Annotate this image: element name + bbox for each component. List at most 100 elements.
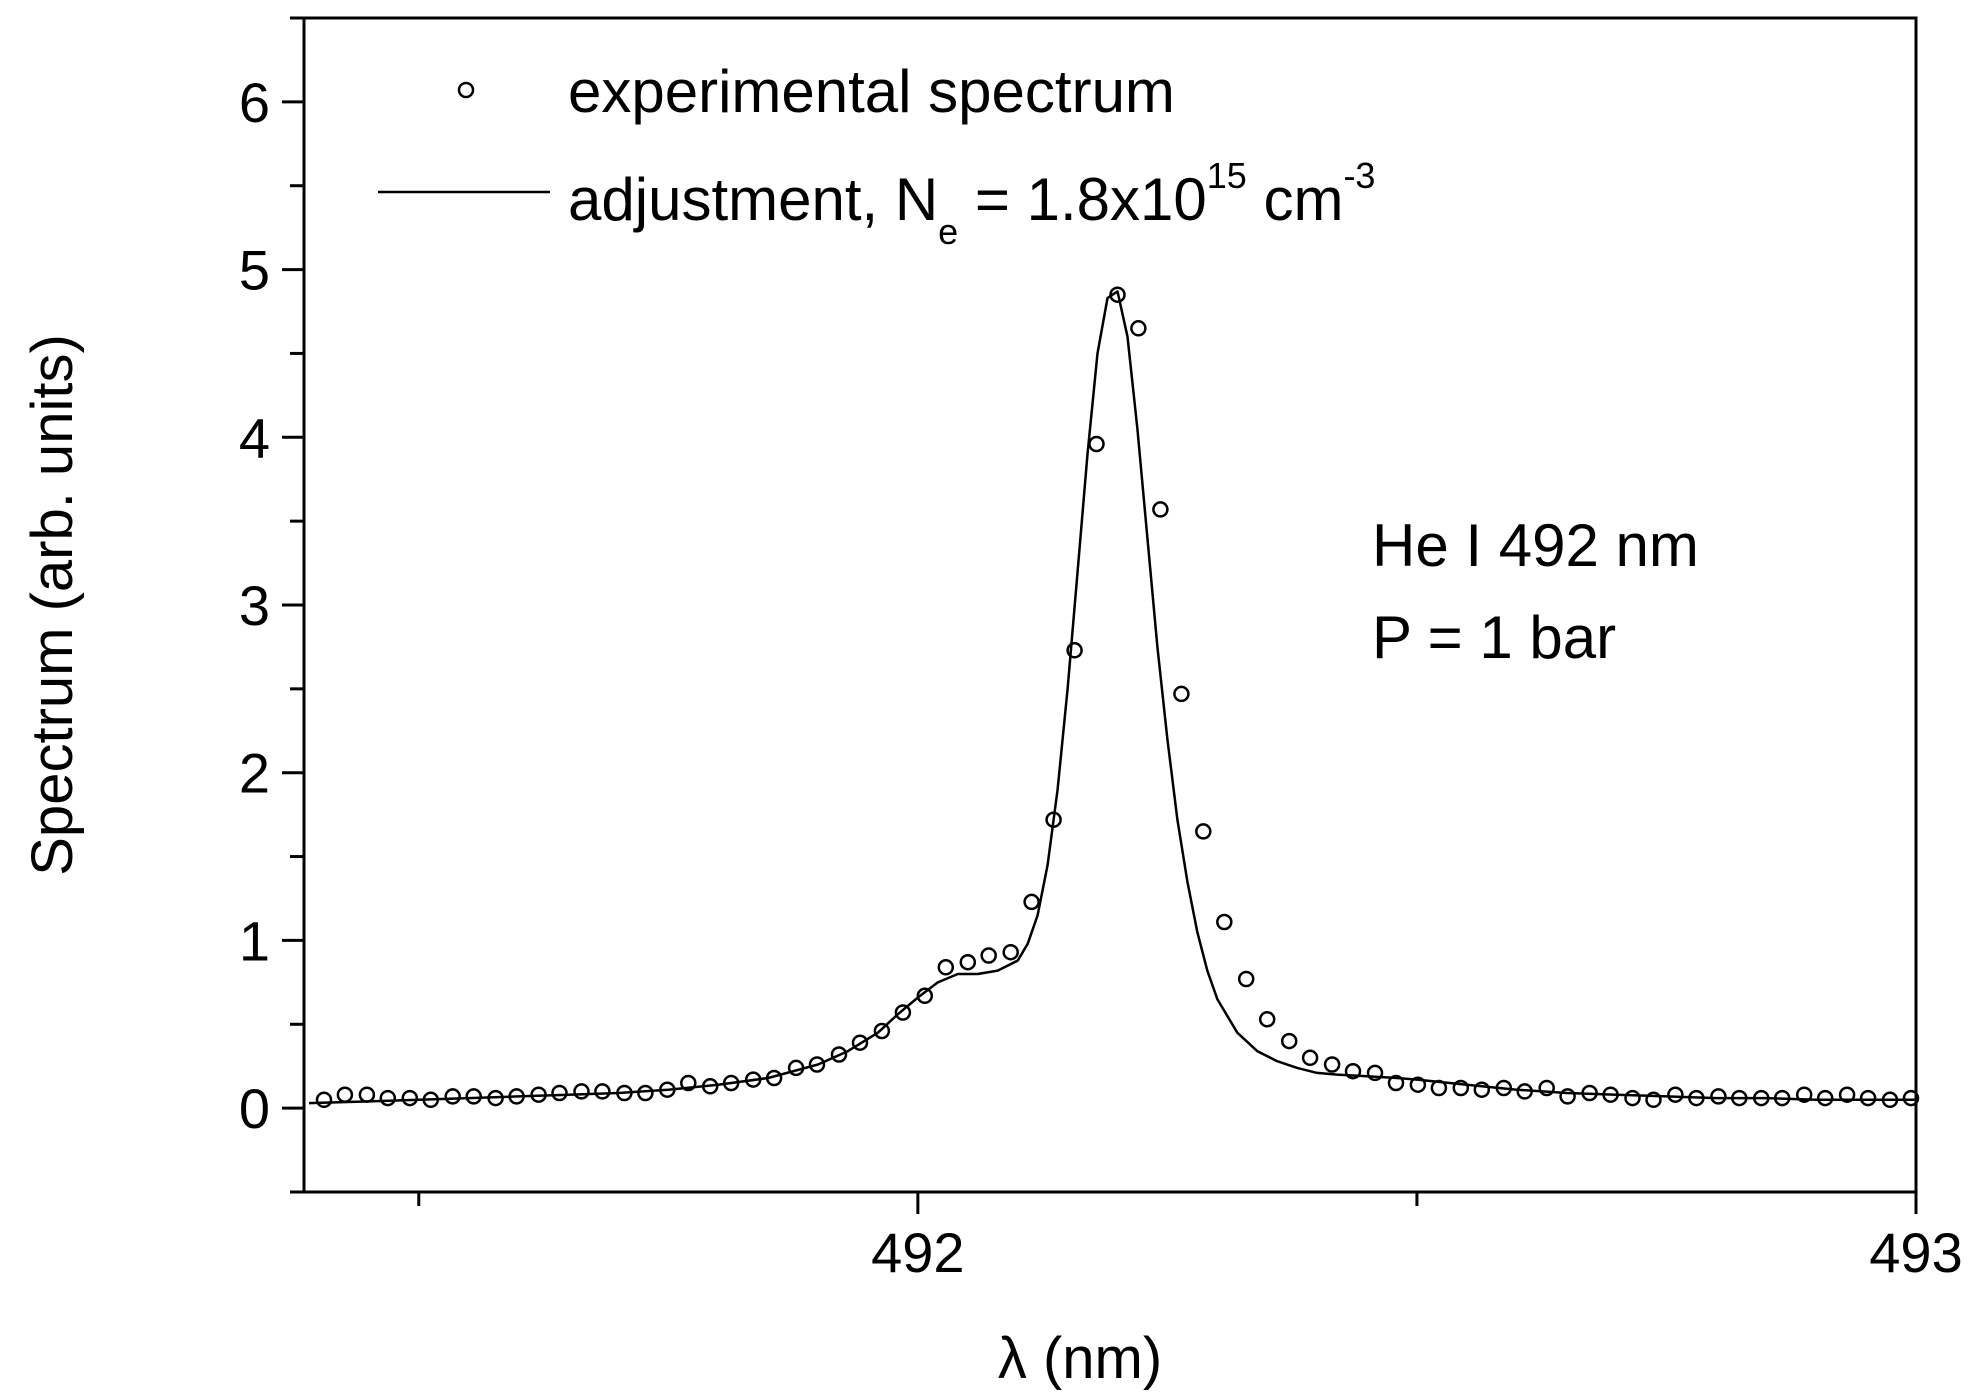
data-point <box>616 1084 633 1102</box>
experimental-series <box>315 286 1920 1109</box>
data-point <box>1838 1086 1856 1103</box>
data-point <box>1130 320 1147 337</box>
data-point <box>1516 1083 1533 1100</box>
data-point <box>336 1086 354 1103</box>
data-point <box>1731 1089 1748 1107</box>
data-point <box>765 1069 783 1087</box>
y-tick-label: 2 <box>239 742 270 805</box>
data-point <box>1301 1049 1319 1067</box>
data-point <box>1688 1089 1705 1107</box>
data-point <box>680 1074 697 1092</box>
legend-label-experimental: experimental spectrum <box>568 58 1175 125</box>
data-point <box>508 1088 525 1105</box>
legend: experimental spectrum adjustment, Ne = 1… <box>378 58 1375 252</box>
data-point <box>808 1056 826 1073</box>
y-tick-label: 1 <box>239 909 270 972</box>
y-tick-label: 5 <box>239 239 270 302</box>
data-point <box>1473 1081 1491 1098</box>
y-tick-label: 6 <box>239 71 270 134</box>
data-point <box>1173 685 1190 703</box>
data-point <box>1645 1091 1662 1109</box>
data-point <box>1902 1089 1920 1107</box>
data-point <box>1152 501 1169 518</box>
data-point <box>851 1034 869 1051</box>
data-point <box>1195 823 1212 840</box>
y-axis-title: Spectrum (arb. units) <box>20 334 85 876</box>
data-point <box>1581 1084 1598 1102</box>
x-tick-label: 493 <box>1869 1221 1962 1284</box>
data-point <box>1066 642 1083 659</box>
data-point <box>1323 1056 1341 1073</box>
data-point <box>1045 811 1062 828</box>
data-point <box>980 947 997 964</box>
data-point <box>1816 1089 1834 1107</box>
data-point <box>487 1089 504 1107</box>
data-point <box>830 1046 848 1063</box>
data-point <box>358 1086 376 1103</box>
data-point <box>1773 1089 1791 1107</box>
x-axis: 492 493 <box>417 1192 1963 1284</box>
data-point <box>1237 970 1255 988</box>
data-point <box>1602 1086 1619 1103</box>
data-point <box>573 1083 590 1100</box>
data-point <box>1881 1091 1899 1109</box>
data-point <box>379 1089 397 1107</box>
data-point <box>1667 1086 1684 1103</box>
data-point <box>937 959 955 976</box>
data-point <box>1280 1032 1298 1050</box>
y-tick-label: 0 <box>239 1077 270 1140</box>
x-tick-label: 492 <box>871 1221 964 1284</box>
data-point <box>916 987 934 1005</box>
x-axis-title: λ (nm) <box>998 1326 1162 1391</box>
fit-series <box>308 290 1916 1105</box>
data-point <box>1216 913 1233 931</box>
data-point <box>444 1088 461 1105</box>
data-point <box>959 953 977 971</box>
data-point <box>722 1074 740 1092</box>
data-point <box>594 1083 611 1100</box>
annotation-pressure: P = 1 bar <box>1372 604 1616 671</box>
data-point <box>659 1081 676 1098</box>
data-point <box>701 1078 719 1095</box>
data-point <box>315 1091 333 1109</box>
data-point <box>1258 1011 1276 1028</box>
data-point <box>894 1004 912 1021</box>
data-point <box>744 1071 762 1088</box>
legend-label-adjustment: adjustment, Ne = 1.8x1015 cm-3 <box>568 155 1375 252</box>
legend-adjustment-unit: cm <box>1247 166 1344 233</box>
legend-adjustment-superscript: 15 <box>1207 155 1247 196</box>
data-point <box>401 1089 419 1107</box>
legend-adjustment-subscript: e <box>938 211 958 252</box>
legend-adjustment-mid: = 1.8x10 <box>958 166 1207 233</box>
legend-adjustment-main: adjustment, N <box>568 166 938 233</box>
data-point <box>1109 286 1126 303</box>
data-point <box>1559 1088 1576 1105</box>
data-point <box>1430 1079 1448 1097</box>
data-point <box>422 1091 440 1109</box>
data-point <box>551 1084 568 1102</box>
data-point <box>1538 1079 1555 1097</box>
y-tick-label: 4 <box>239 406 270 469</box>
data-point <box>1452 1079 1470 1097</box>
data-point <box>1002 943 1019 961</box>
data-point <box>1710 1088 1727 1105</box>
data-point <box>530 1086 547 1103</box>
legend-adjustment-unit-superscript: -3 <box>1343 155 1375 196</box>
data-point <box>1366 1064 1384 1082</box>
data-point <box>465 1088 482 1105</box>
data-point <box>1387 1074 1405 1092</box>
data-point <box>1859 1089 1877 1107</box>
data-point <box>1495 1079 1513 1097</box>
annotation-line: He I 492 nm <box>1372 512 1699 579</box>
y-axis: 0 1 2 3 4 5 6 <box>239 16 304 1194</box>
data-point <box>1753 1089 1770 1107</box>
data-point <box>1344 1062 1362 1080</box>
data-point <box>1023 893 1040 911</box>
data-point <box>1795 1086 1813 1103</box>
data-point <box>1409 1076 1427 1093</box>
data-point <box>637 1084 654 1102</box>
y-tick-label: 3 <box>239 574 270 637</box>
data-point <box>873 1022 891 1040</box>
data-point <box>1624 1089 1641 1107</box>
